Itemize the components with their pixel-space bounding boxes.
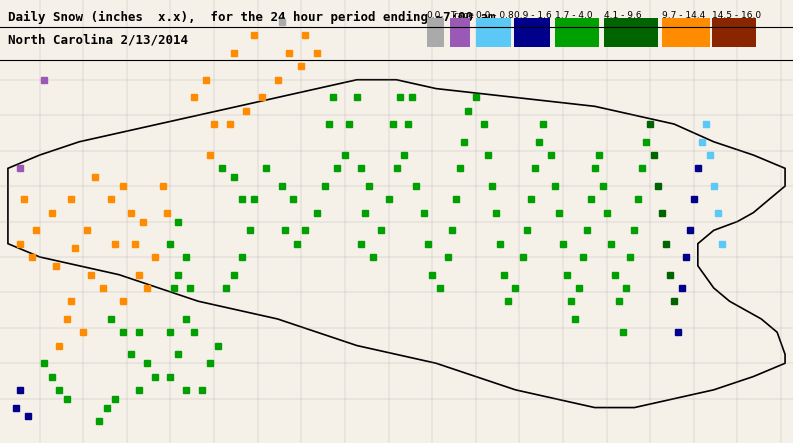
Text: North Carolina 2/13/2014: North Carolina 2/13/2014 [8,33,188,46]
Text: 4.1 - 9.6: 4.1 - 9.6 [604,11,642,20]
Text: 1.7 - 4.0: 1.7 - 4.0 [555,11,592,20]
FancyBboxPatch shape [555,18,599,47]
Polygon shape [8,80,785,408]
FancyBboxPatch shape [604,18,658,47]
FancyBboxPatch shape [514,18,550,47]
FancyBboxPatch shape [712,18,756,47]
Text: 9.7 - 14.4: 9.7 - 14.4 [662,11,706,20]
FancyBboxPatch shape [450,18,470,47]
Text: Daily Snow (inches  x.x),  for the 24 hour period ending ~7:00 am: Daily Snow (inches x.x), for the 24 hour… [8,11,496,24]
Text: 0.9 - 1.6: 0.9 - 1.6 [514,11,552,20]
Text: 14.5 - 16.0: 14.5 - 16.0 [712,11,761,20]
Text: 0.0: 0.0 [427,11,441,20]
Text: 0.0 - 0.8: 0.0 - 0.8 [476,11,514,20]
Text: Trace: Trace [450,11,474,20]
FancyBboxPatch shape [476,18,511,47]
FancyBboxPatch shape [662,18,710,47]
FancyBboxPatch shape [427,18,444,47]
